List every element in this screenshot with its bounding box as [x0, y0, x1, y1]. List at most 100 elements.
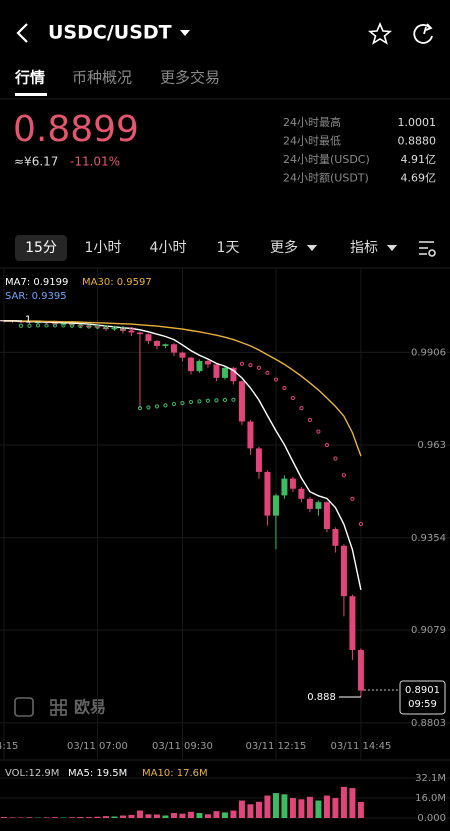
back-button[interactable]	[16, 23, 28, 43]
sar-dot	[299, 405, 304, 411]
sar-dot	[214, 398, 219, 403]
x-tick-label: 03/11 09:30	[152, 741, 213, 752]
interval[interactable]: 1天	[217, 240, 240, 256]
y-tick-label: 0.963	[417, 440, 446, 451]
sar-dot	[44, 323, 49, 328]
candle-body	[128, 330, 135, 333]
tab[interactable]: 行情	[14, 69, 45, 87]
candle-body	[264, 471, 271, 516]
indicator-line	[4, 320, 362, 590]
candle-body	[340, 545, 347, 597]
volume-bar	[196, 813, 203, 818]
stat-value: 1.0001	[398, 116, 437, 129]
last-price-label: 0.8901	[405, 685, 440, 696]
y-tick-label: 16.0M	[415, 793, 446, 804]
sar-dot	[112, 325, 117, 330]
sar-dot	[231, 397, 236, 402]
volume-bar	[315, 800, 322, 818]
volume-bar	[51, 817, 58, 818]
tab[interactable]: 币种概况	[72, 69, 132, 87]
volume-bar	[0, 817, 7, 818]
sar-dot	[341, 473, 347, 478]
min-marker: 0.888	[307, 692, 336, 703]
candle-body	[306, 498, 313, 509]
candle-body	[315, 502, 322, 509]
sar-dot	[358, 521, 364, 527]
sar-dot	[333, 456, 338, 461]
volume-bar	[26, 817, 33, 818]
volume-bar	[119, 815, 126, 818]
volume-bar	[43, 817, 50, 818]
sar-dot	[137, 405, 143, 411]
y-tick-label: 0.9079	[411, 625, 446, 636]
sar-dot	[316, 429, 321, 434]
volume-bar	[102, 816, 109, 818]
volume-bar	[68, 817, 75, 818]
sar-dot	[52, 323, 58, 328]
candle-body	[213, 364, 220, 378]
sar-dot	[307, 417, 313, 422]
volume-bar	[136, 810, 143, 818]
tab[interactable]: 更多交易	[160, 69, 220, 87]
sar-dot	[171, 401, 177, 407]
watermark: 欧易	[74, 698, 106, 717]
x-tick-label: 03/11 14:45	[330, 741, 391, 752]
x-tick-label: 03/11 12:15	[246, 741, 307, 752]
change-percent: -11.01%	[70, 155, 120, 169]
watermark-icon	[14, 697, 67, 717]
pair-title[interactable]: USDC/USDT	[48, 22, 172, 44]
stat-value: 0.8880	[398, 135, 437, 148]
candle-body	[77, 324, 84, 326]
interval-active-bg	[15, 235, 67, 261]
volume-bar	[204, 814, 211, 818]
indicators-button[interactable]: 指标	[350, 240, 378, 256]
sar-dot	[239, 361, 245, 366]
volume-bar	[289, 798, 296, 818]
y-tick-label: 32.1M	[415, 773, 446, 784]
sar-dot	[86, 324, 92, 329]
candle-body	[170, 344, 177, 353]
candle-body	[136, 332, 143, 335]
candle-body	[247, 421, 254, 449]
interval[interactable]: 1小时	[85, 240, 122, 256]
sar-dot	[18, 323, 24, 328]
chart: 0.9906 0.963 0.9354 0.9079 0.8803 04:15 03/11 …	[0, 268, 450, 824]
candle-body	[85, 325, 92, 327]
countdown: 09:59	[408, 699, 437, 710]
sar-dot	[290, 395, 296, 401]
x-tick-label: 04:15	[0, 741, 18, 752]
candle-body	[179, 352, 186, 358]
interval[interactable]: 15分	[25, 240, 57, 256]
y-tick-label: 0.9354	[411, 533, 446, 544]
candle-body	[238, 381, 245, 422]
volume-legend: MA5: 19.5M	[68, 768, 127, 779]
volume-bar	[323, 795, 330, 818]
indicators-dropdown	[387, 245, 397, 251]
volume-bar	[153, 814, 160, 818]
volume-bar	[264, 795, 271, 818]
candle-body	[323, 502, 330, 530]
candle-body	[357, 649, 364, 691]
sar-dot	[61, 323, 66, 328]
chart-settings-button[interactable]	[419, 241, 436, 257]
candle-body	[272, 495, 279, 516]
volume-bar	[85, 817, 92, 818]
sar-dot	[197, 399, 202, 404]
refresh-button[interactable]	[413, 23, 433, 44]
volume-legend: MA10: 17.6M	[142, 768, 208, 779]
interval-more[interactable]: 更多	[270, 239, 298, 256]
sar-dot	[265, 370, 270, 375]
pair-dropdown[interactable]	[180, 30, 190, 36]
sar-dot	[205, 398, 211, 403]
max-marker: 1	[25, 315, 31, 326]
candle-body	[298, 488, 305, 499]
sar-dot	[222, 397, 228, 403]
candle-body	[26, 321, 33, 323]
candle-body	[162, 344, 169, 346]
favorite-button[interactable]	[367, 21, 393, 45]
candle-body	[349, 596, 356, 650]
candle-body	[145, 334, 152, 341]
interval[interactable]: 4小时	[150, 240, 187, 256]
